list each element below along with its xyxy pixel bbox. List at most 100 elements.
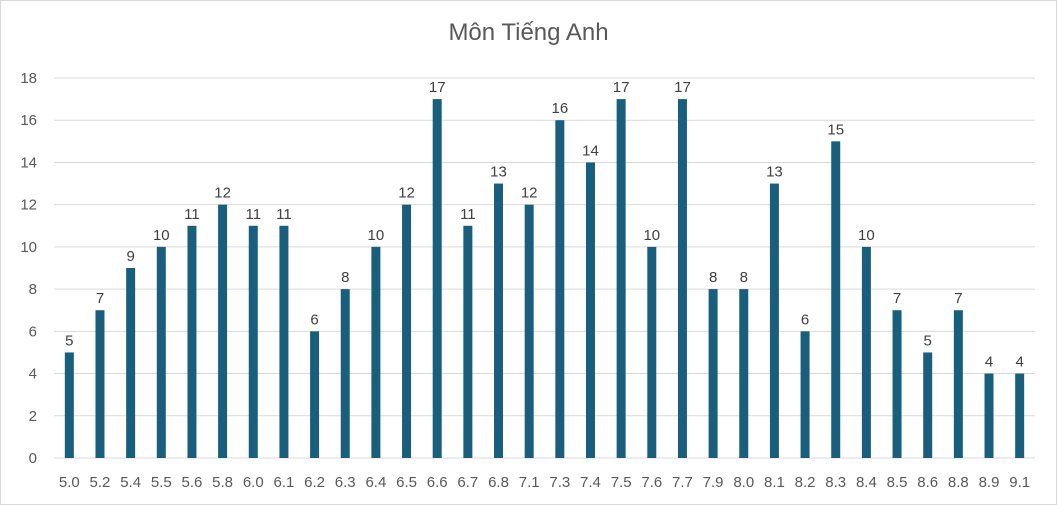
x-tick-label: 7.5 — [611, 474, 632, 491]
x-tick-label: 8.8 — [948, 474, 969, 491]
bar — [739, 289, 749, 458]
y-tick-label: 2 — [29, 408, 37, 425]
bar — [708, 289, 718, 458]
x-tick-label: 8.4 — [856, 474, 877, 491]
bar — [524, 204, 534, 458]
data-label: 16 — [551, 100, 568, 117]
bar — [892, 310, 902, 458]
data-label: 8 — [709, 269, 717, 286]
x-tick-label: 5.0 — [59, 474, 80, 491]
x-tick-label: 8.0 — [733, 474, 754, 491]
data-label: 13 — [490, 164, 507, 181]
bar — [248, 225, 258, 458]
x-tick-label: 8.3 — [825, 474, 846, 491]
x-tick-label: 5.6 — [182, 474, 203, 491]
bar — [126, 268, 136, 458]
bar — [923, 352, 933, 458]
x-tick-label: 6.4 — [365, 474, 386, 491]
y-tick-label: 8 — [29, 281, 37, 298]
bar — [432, 99, 442, 458]
bar — [769, 183, 779, 459]
data-label: 10 — [643, 227, 660, 244]
bar — [371, 246, 381, 458]
data-label: 12 — [398, 185, 415, 202]
data-label: 11 — [245, 206, 261, 223]
y-tick-label: 10 — [20, 239, 37, 256]
bar — [402, 204, 412, 458]
data-label: 5 — [65, 332, 73, 349]
bar — [647, 246, 657, 458]
data-label: 15 — [827, 121, 844, 138]
x-axis-ticks: 5.0 5.2 5.4 5.5 5.6 5.8 6.0 6.1 6.2 6.3 6.4 6.5 6.6 6… — [59, 474, 1030, 491]
x-tick-label: 5.8 — [212, 474, 233, 491]
bar — [156, 246, 166, 458]
y-tick-label: 6 — [29, 323, 37, 340]
bar — [1015, 373, 1025, 458]
data-label: 11 — [276, 206, 292, 223]
y-tick-label: 18 — [20, 70, 37, 87]
x-tick-label: 5.4 — [120, 474, 141, 491]
x-tick-label: 9.1 — [1009, 474, 1030, 491]
data-label: 10 — [153, 227, 170, 244]
bar — [861, 246, 871, 458]
data-labels: 5 7 9 10 11 12 11 11 6 8 10 12 17 11 13 12 16 14 17 10 17 8 8 1… — [65, 79, 1024, 370]
bar — [831, 141, 841, 459]
data-label: 7 — [96, 290, 104, 307]
bar — [279, 225, 289, 458]
y-axis-ticks: 0 2 4 6 8 10 12 14 16 18 — [20, 70, 37, 467]
bar — [340, 289, 350, 458]
bar — [616, 99, 626, 458]
x-tick-label: 6.8 — [488, 474, 509, 491]
x-tick-label: 8.6 — [917, 474, 938, 491]
data-label: 10 — [368, 227, 385, 244]
data-label: 12 — [521, 185, 538, 202]
data-label: 5 — [924, 332, 932, 349]
bars — [64, 99, 1025, 459]
data-label: 4 — [985, 354, 993, 371]
x-tick-label: 6.0 — [243, 474, 264, 491]
y-tick-label: 0 — [29, 450, 37, 467]
x-tick-label: 6.5 — [396, 474, 417, 491]
x-tick-label: 8.9 — [979, 474, 1000, 491]
bar — [95, 310, 105, 458]
x-tick-label: 7.1 — [519, 474, 540, 491]
data-label: 6 — [310, 311, 318, 328]
bar — [555, 120, 565, 458]
bar — [64, 352, 74, 458]
y-tick-label: 14 — [20, 154, 37, 171]
x-tick-label: 5.5 — [151, 474, 172, 491]
x-tick-label: 8.1 — [764, 474, 785, 491]
data-label: 17 — [613, 79, 630, 96]
bar — [953, 310, 963, 458]
bar — [800, 331, 810, 458]
bar — [187, 225, 197, 458]
data-label: 8 — [740, 269, 748, 286]
y-tick-label: 16 — [20, 112, 37, 129]
y-tick-label: 4 — [29, 366, 37, 383]
data-label: 8 — [341, 269, 349, 286]
x-tick-label: 7.9 — [703, 474, 724, 491]
bar — [585, 162, 595, 458]
data-label: 17 — [429, 79, 446, 96]
x-tick-label: 6.7 — [457, 474, 478, 491]
data-label: 6 — [801, 311, 809, 328]
bar — [677, 99, 687, 458]
data-label: 7 — [954, 290, 962, 307]
x-tick-label: 5.2 — [90, 474, 111, 491]
gridlines — [54, 77, 1035, 459]
x-tick-label: 8.2 — [795, 474, 816, 491]
y-tick-label: 12 — [20, 197, 37, 214]
data-label: 11 — [184, 206, 200, 223]
bar — [984, 373, 994, 458]
bar — [463, 225, 473, 458]
bar — [494, 183, 504, 459]
x-tick-label: 6.6 — [427, 474, 448, 491]
bar — [310, 331, 320, 458]
x-tick-label: 6.3 — [335, 474, 356, 491]
x-tick-label: 7.6 — [641, 474, 662, 491]
x-tick-label: 6.2 — [304, 474, 325, 491]
x-tick-label: 6.1 — [273, 474, 294, 491]
bar — [218, 204, 228, 458]
